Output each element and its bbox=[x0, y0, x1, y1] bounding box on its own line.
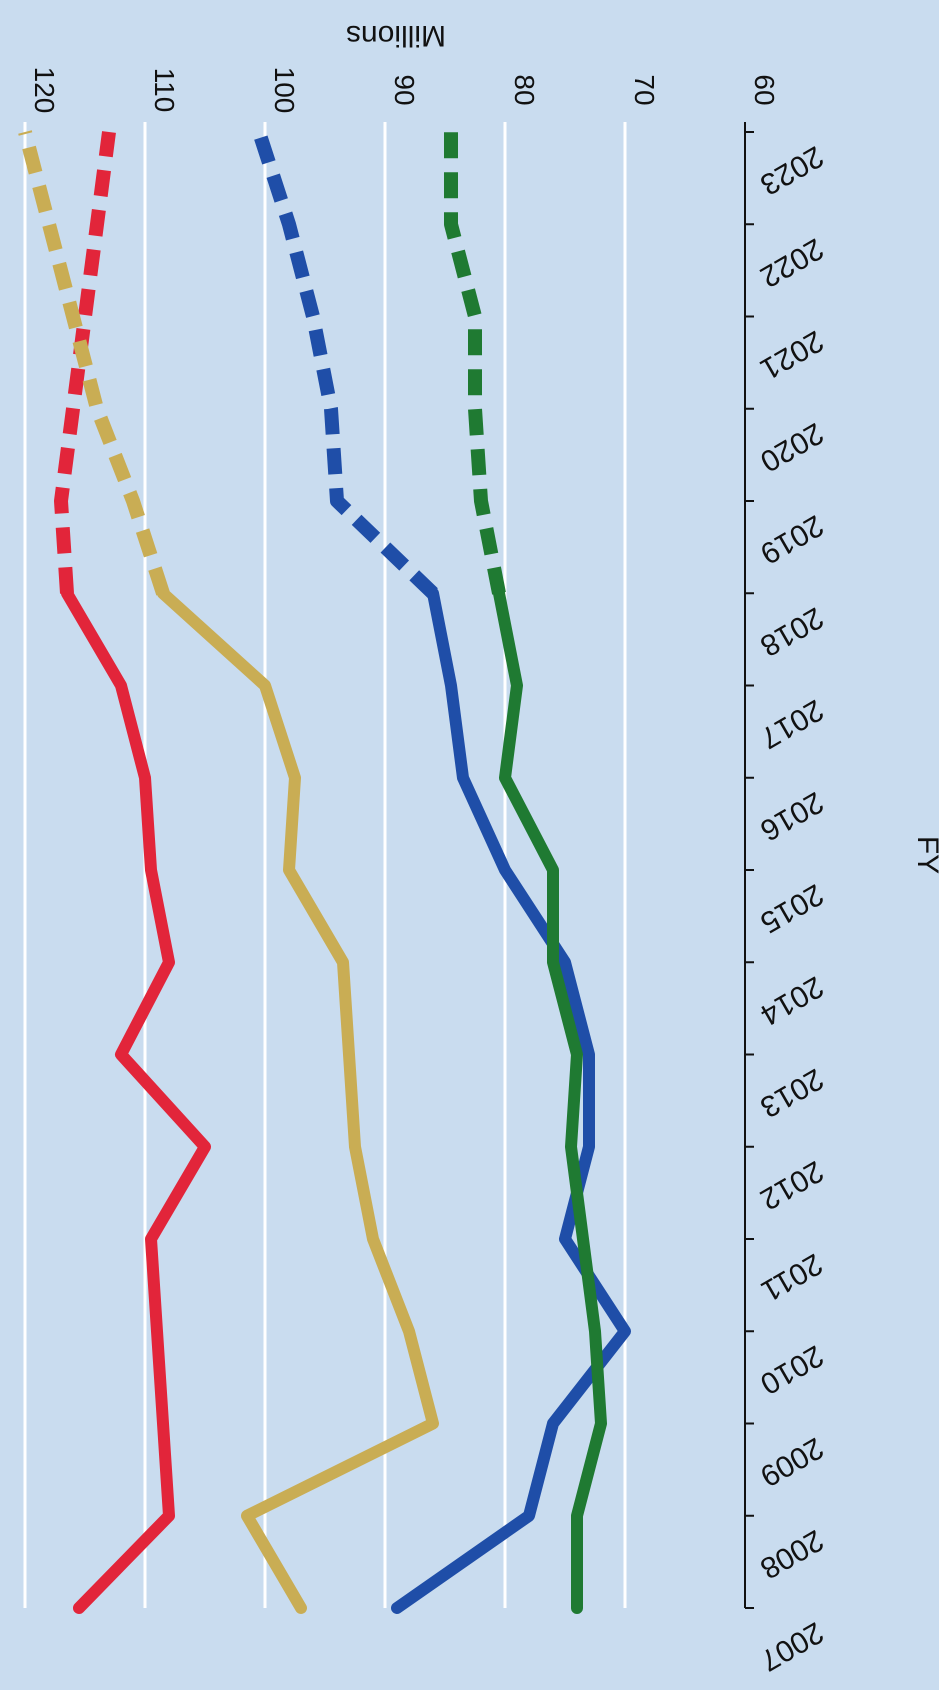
series-4-actual-line bbox=[493, 587, 607, 1614]
y-axis-title: Millions bbox=[346, 19, 446, 52]
series-1-actual-line bbox=[61, 587, 211, 1614]
series-2-actual-line bbox=[157, 587, 439, 1614]
y-tick-labels: 60 70 80 90 100 110 120 bbox=[29, 67, 780, 114]
x-axis-title: FY bbox=[911, 836, 939, 874]
y-tick-label-100: 100 bbox=[269, 67, 300, 114]
series-lines bbox=[18, 129, 631, 1614]
series-3-actual-line bbox=[391, 587, 631, 1614]
y-tick-label-110: 110 bbox=[149, 68, 180, 113]
y-tick-label-70: 70 bbox=[629, 74, 660, 105]
series-2-projected-line bbox=[18, 130, 170, 596]
y-tick-label-90: 90 bbox=[389, 74, 420, 105]
y-tick-label-60: 60 bbox=[749, 74, 780, 105]
y-tick-label-120: 120 bbox=[29, 67, 60, 114]
y-tick-label-80: 80 bbox=[509, 74, 540, 105]
